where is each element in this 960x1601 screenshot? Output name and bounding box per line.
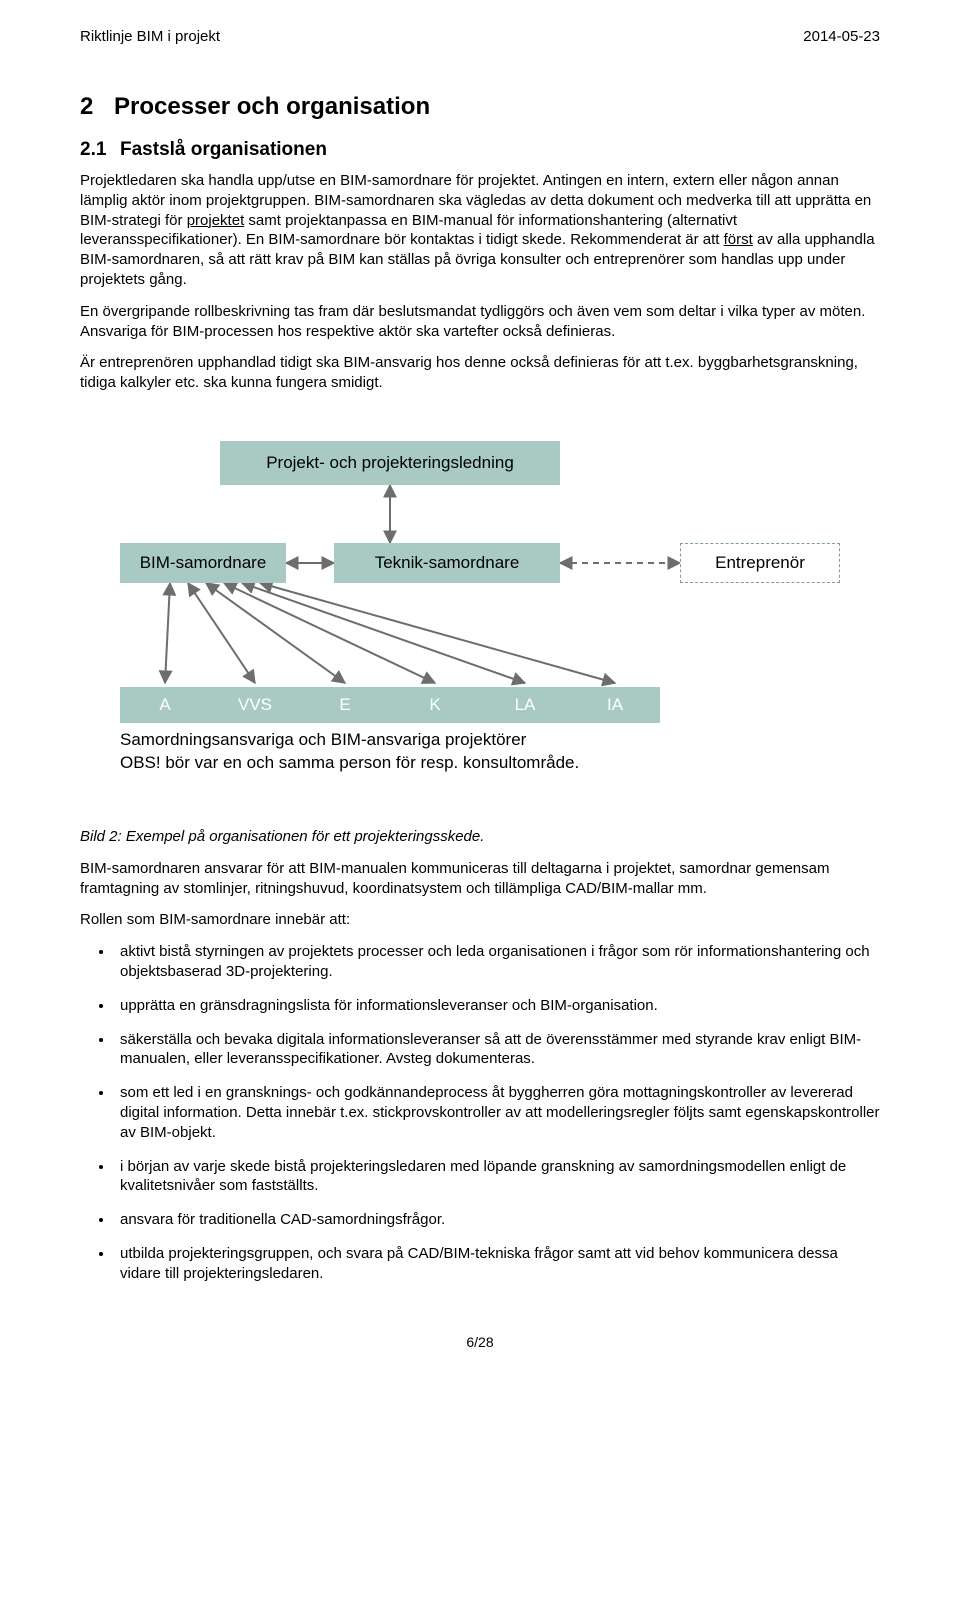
diagram-top-box: Projekt- och projekteringsledning bbox=[220, 441, 560, 485]
list-item: ansvara för traditionella CAD-samordning… bbox=[114, 1210, 880, 1230]
section-heading: 2Processer och organisation bbox=[80, 93, 880, 121]
diagram-discipline-row: A VVS E K LA IA bbox=[120, 687, 660, 723]
list-item: utbilda projekteringsgruppen, och svara … bbox=[114, 1244, 880, 1284]
subsection-number: 2.1 bbox=[80, 139, 120, 161]
figure-caption: Bild 2: Exempel på organisationen för et… bbox=[80, 827, 880, 847]
discipline-k: K bbox=[390, 687, 480, 723]
discipline-ia: IA bbox=[570, 687, 660, 723]
doc-title: Riktlinje BIM i projekt bbox=[80, 28, 220, 45]
list-item: upprätta en gränsdragningslista för info… bbox=[114, 996, 880, 1016]
diagram-left-box: BIM-samordnare bbox=[120, 543, 286, 583]
discipline-e: E bbox=[300, 687, 390, 723]
page-header: Riktlinje BIM i projekt 2014-05-23 bbox=[80, 0, 880, 63]
doc-date: 2014-05-23 bbox=[803, 28, 880, 45]
section-title: Processer och organisation bbox=[114, 93, 430, 120]
subsection-title: Fastslå organisationen bbox=[120, 139, 327, 160]
list-item: i början av varje skede bistå projekteri… bbox=[114, 1157, 880, 1197]
paragraph-2: En övergripande rollbeskrivning tas fram… bbox=[80, 302, 880, 342]
list-item: som ett led i en gransknings- och godkän… bbox=[114, 1083, 880, 1142]
discipline-a: A bbox=[120, 687, 210, 723]
role-bullet-list: aktivt bistå styrningen av projektets pr… bbox=[80, 942, 880, 1283]
subsection-heading: 2.1Fastslå organisationen bbox=[80, 139, 880, 161]
list-item: säkerställa och bevaka digitala informat… bbox=[114, 1030, 880, 1070]
discipline-la: LA bbox=[480, 687, 570, 723]
paragraph-1: Projektledaren ska handla upp/utse en BI… bbox=[80, 171, 880, 290]
diagram-disc-caption: Samordningsansvariga och BIM-ansvariga p… bbox=[120, 729, 579, 775]
diagram-mid-box: Teknik-samordnare bbox=[334, 543, 560, 583]
paragraph-5: Rollen som BIM-samordnare innebär att: bbox=[80, 910, 880, 930]
list-item: aktivt bistå styrningen av projektets pr… bbox=[114, 942, 880, 982]
paragraph-3: Är entreprenören upphandlad tidigt ska B… bbox=[80, 353, 880, 393]
page-footer: 6/28 bbox=[80, 1334, 880, 1350]
discipline-vvs: VVS bbox=[210, 687, 300, 723]
paragraph-4: BIM-samordnaren ansvarar för att BIM-man… bbox=[80, 859, 880, 899]
diagram-right-box: Entreprenör bbox=[680, 543, 840, 583]
org-diagram: Projekt- och projekteringsledning BIM-sa… bbox=[80, 419, 880, 809]
section-number: 2 bbox=[80, 93, 114, 121]
